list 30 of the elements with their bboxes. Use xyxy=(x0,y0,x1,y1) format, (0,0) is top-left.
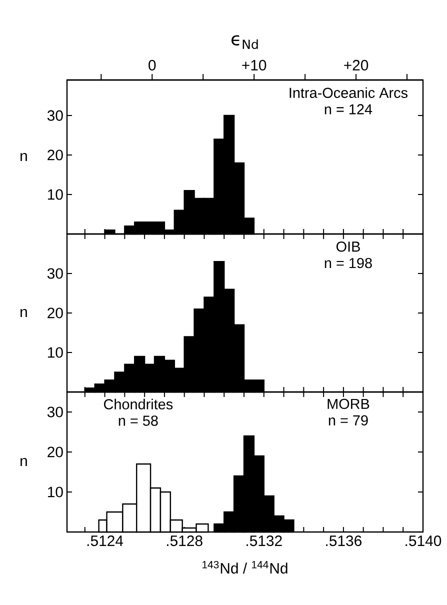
y-tick-label: 20 xyxy=(48,446,63,458)
x-axis-title: $^{143}$Nd / $^{144}$Nd xyxy=(202,560,288,574)
y-tick-label: 30 xyxy=(47,268,63,279)
annotation: OIB xyxy=(336,242,360,252)
x2-tick-label: 0 xyxy=(148,60,156,70)
y-tick-label: 30 xyxy=(47,406,63,418)
annotation: n = 58 xyxy=(118,416,158,426)
y-tick-label: 20 xyxy=(48,308,63,318)
annotation: MORB xyxy=(328,398,370,410)
annotation: Chondrites xyxy=(104,398,173,410)
annotation: n = 198 xyxy=(324,258,372,268)
annotation: Intra-Oceanic Arcs xyxy=(290,87,408,98)
x-tick-label: .5132 xyxy=(246,536,282,546)
y-tick-label: 10 xyxy=(48,486,63,498)
annotation: n = 79 xyxy=(328,415,368,426)
x-tick-label: .5136 xyxy=(326,536,362,546)
x-tick-label: .5124 xyxy=(87,536,124,546)
x-tick-label: .5140 xyxy=(406,536,442,546)
y-axis-title: n xyxy=(20,152,27,162)
x2-tick-label: +10 xyxy=(242,60,266,70)
x2-axis-title: ϵ$_{Nd}$ xyxy=(232,35,258,50)
y-axis-title: n xyxy=(20,308,27,318)
y-tick-label: 20 xyxy=(48,150,63,160)
y-tick-label: 10 xyxy=(48,347,63,358)
y-axis-title: n xyxy=(20,458,27,466)
x-tick-label: .5128 xyxy=(167,536,202,546)
annotation: n = 124 xyxy=(324,104,372,114)
y-tick-label: 10 xyxy=(48,189,63,200)
x2-tick-label: +20 xyxy=(344,60,368,70)
y-tick-label: 30 xyxy=(47,110,63,121)
